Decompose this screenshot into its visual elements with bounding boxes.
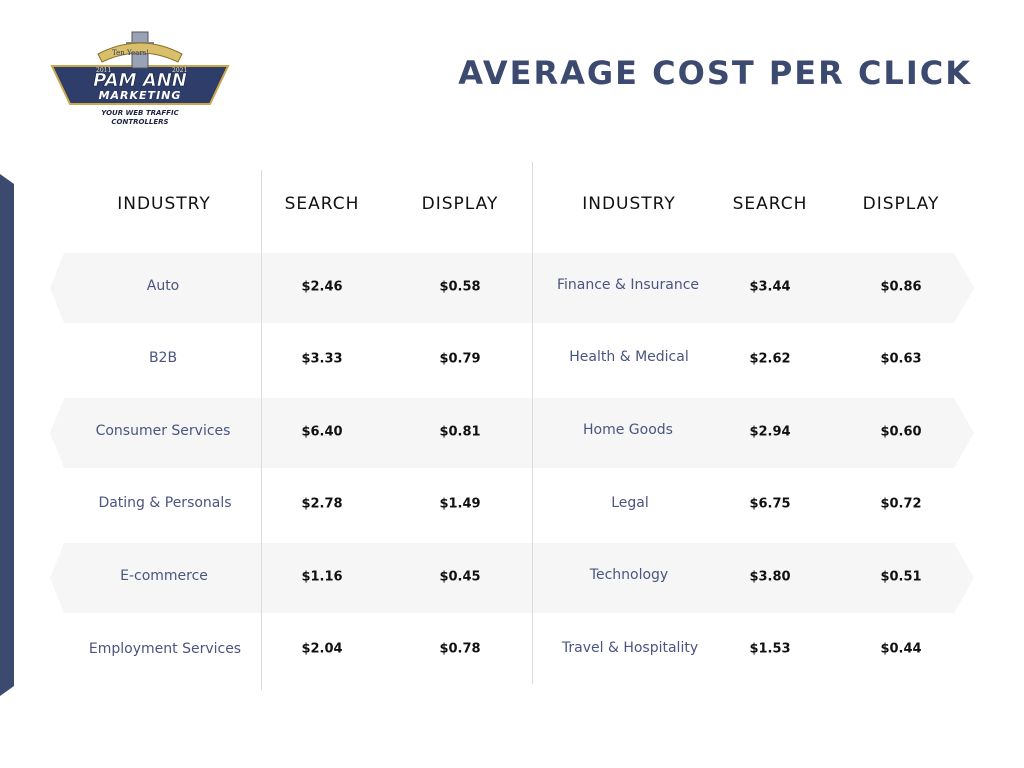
display-cell: $0.78	[439, 641, 481, 657]
row-band	[532, 543, 974, 613]
industry-cell: Dating & Personals	[98, 495, 232, 511]
header-search-left: SEARCH	[284, 194, 360, 214]
row-band	[50, 398, 532, 468]
display-cell: $0.60	[880, 424, 922, 440]
row-band	[50, 253, 532, 323]
search-cell: $3.44	[749, 279, 791, 295]
industry-cell: Auto	[146, 278, 180, 294]
search-cell: $6.40	[301, 424, 343, 440]
display-cell: $0.79	[439, 351, 481, 367]
industry-cell: B2B	[148, 350, 178, 366]
header-industry-left: INDUSTRY	[117, 194, 211, 214]
logo-line2: MARKETING	[99, 89, 182, 102]
display-cell: $0.51	[880, 569, 922, 585]
logo-tagline2: CONTROLLERS	[111, 118, 168, 126]
display-cell: $0.72	[880, 496, 922, 512]
row-band	[50, 543, 532, 613]
pam-ann-marketing-logo: Ten Years! 2011 2021 PAM ANN MARKETING Y…	[50, 28, 230, 128]
search-cell: $2.62	[749, 351, 791, 367]
industry-cell: Legal	[611, 495, 649, 511]
industry-cell: Health & Medical	[569, 349, 689, 365]
logo-arc-text: Ten Years!	[112, 49, 149, 57]
display-cell: $0.58	[439, 279, 481, 295]
display-cell: $0.44	[880, 641, 922, 657]
logo-line1: PAM ANN	[93, 70, 187, 91]
table-divider	[532, 162, 533, 684]
row-band	[532, 398, 974, 468]
industry-cell: E-commerce	[120, 568, 208, 584]
search-cell: $1.16	[301, 569, 343, 585]
header-display-left: DISPLAY	[421, 194, 499, 214]
search-cell: $2.04	[301, 641, 343, 657]
industry-cell: Technology	[589, 567, 669, 583]
logo-tagline1: YOUR WEB TRAFFIC	[101, 109, 179, 117]
display-cell: $0.81	[439, 424, 481, 440]
logo-year-right: 2021	[172, 67, 187, 74]
search-cell: $6.75	[749, 496, 791, 512]
display-cell: $0.63	[880, 351, 922, 367]
logo-year-left: 2011	[96, 67, 111, 74]
display-cell: $1.49	[439, 496, 481, 512]
header-industry-right: INDUSTRY	[582, 194, 676, 214]
industry-cell: Consumer Services	[95, 423, 231, 439]
industry-cell: Travel & Hospitality	[561, 640, 699, 656]
row-band	[532, 253, 974, 323]
page-title: AVERAGE COST PER CLICK	[458, 54, 972, 92]
search-cell: $1.53	[749, 641, 791, 657]
search-cell: $3.33	[301, 351, 343, 367]
column-divider	[261, 170, 262, 690]
search-cell: $2.46	[301, 279, 343, 295]
industry-cell: Finance & Insurance	[556, 277, 700, 293]
header-search-right: SEARCH	[732, 194, 808, 214]
search-cell: $2.78	[301, 496, 343, 512]
header-display-right: DISPLAY	[862, 194, 940, 214]
search-cell: $2.94	[749, 424, 791, 440]
display-cell: $0.45	[439, 569, 481, 585]
industry-cell: Home Goods	[583, 422, 673, 438]
left-accent-bar	[0, 174, 14, 696]
search-cell: $3.80	[749, 569, 791, 585]
industry-cell: Employment Services	[88, 641, 242, 657]
display-cell: $0.86	[880, 279, 922, 295]
